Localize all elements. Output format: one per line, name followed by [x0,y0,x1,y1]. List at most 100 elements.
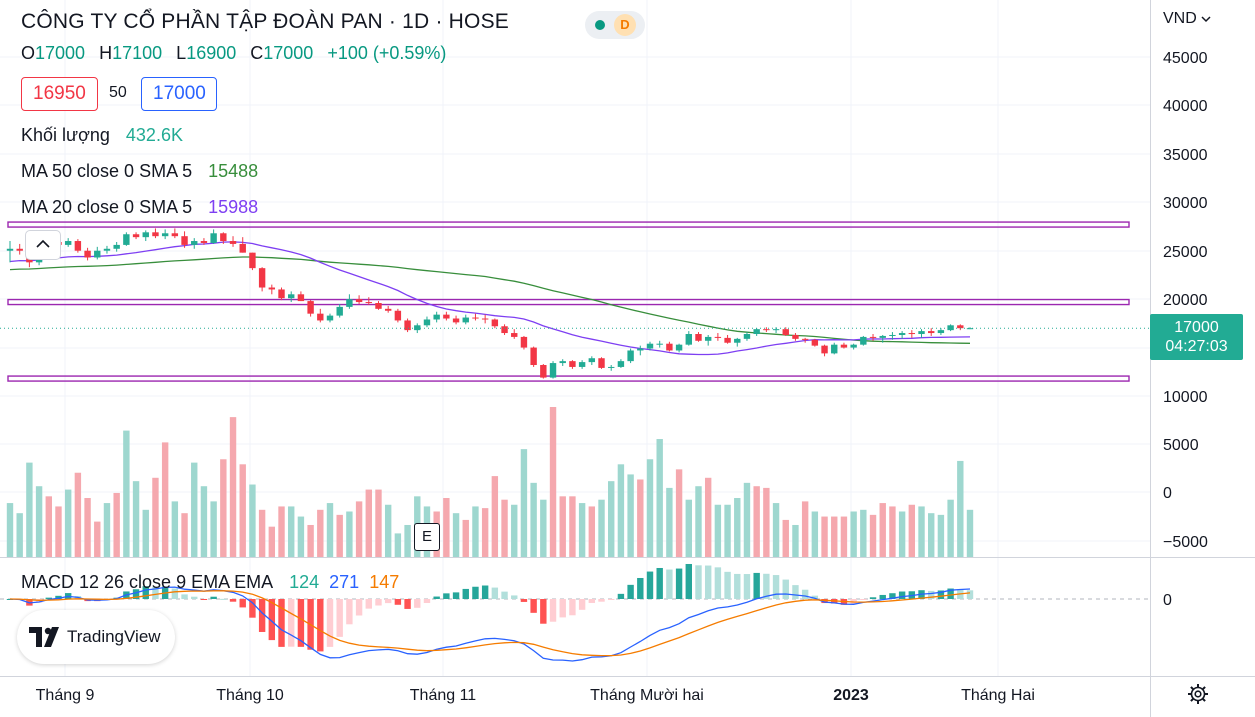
volume-bar [462,519,469,557]
earnings-marker[interactable]: E [414,523,440,551]
volume-bar [908,504,916,557]
chart-title[interactable]: CÔNG TY CỔ PHẦN TẬP ĐOÀN PAN · 1D · HOSE [21,10,509,33]
ma50-legend[interactable]: MA 50 close 0 SMA 5 15488 [21,161,258,182]
volume-bar [831,516,838,557]
macd-line [9,586,971,662]
chevron-up-icon [36,239,50,248]
macd-histogram-bar [685,563,692,599]
candle-body [850,344,857,348]
macd-histogram-bar [569,599,576,616]
macd-histogram-bar [559,599,566,618]
candle-body [918,331,925,335]
candle-body [889,334,896,336]
macd-histogram-bar [384,599,392,604]
macd-histogram-bar [511,595,518,599]
volume-bar [26,462,33,557]
macd-histogram-bar [637,577,644,599]
currency-selector[interactable]: VND [1163,10,1211,28]
macd-histogram-bar [695,565,702,599]
macd-histogram-bar [947,588,954,599]
volume-bar [569,496,576,557]
candle-body [297,294,305,302]
macd-histogram-bar [928,590,935,599]
candle-body [384,308,392,311]
time-axis-label: Tháng 10 [216,687,284,704]
volume-bar [666,487,673,557]
candle-body [258,268,266,288]
macd-histogram-bar [297,599,305,647]
macd-legend[interactable]: MACD 12 26 close 9 EMA EMA 124 271 147 [21,572,399,593]
macd-histogram-bar [704,565,712,599]
macd-histogram-bar [346,599,353,625]
candle-body [326,315,334,321]
price-axis-label: 35000 [1163,147,1208,164]
volume-bar [346,511,353,557]
macd-histogram-bar [433,596,440,599]
chevron-down-icon [1201,16,1211,23]
market-status-badge[interactable]: D [585,11,645,39]
macd-histogram-bar [898,591,906,599]
price-axis-label: 40000 [1163,98,1208,115]
volume-bar [675,469,683,557]
candle-body [278,289,285,299]
volume-bar [35,486,43,557]
candle-body [685,334,692,345]
volume-bar [549,407,557,557]
collapse-legend-button[interactable] [25,230,61,260]
close-value: 17000 [263,43,314,63]
volume-bar [239,464,246,557]
candle-body [947,325,954,331]
volume-bar [850,511,857,557]
macd-histogram-bar [268,599,276,641]
horizontal-level-line [7,375,1130,382]
volume-bar [229,417,237,557]
candle-body [811,339,819,346]
macd-signal-line [9,590,971,657]
tradingview-logo[interactable]: TradingView [17,610,175,664]
macd-histogram-bar [375,599,382,606]
volume-bar [743,482,751,557]
candle-body [511,333,518,337]
settings-gear-button[interactable] [1187,683,1209,711]
volume-bar [123,430,130,557]
volume-bar [268,526,276,557]
horizontal-level-line [7,221,1130,228]
macd-histogram-bar [462,588,469,599]
candle-body [840,344,848,348]
volume-bar [258,509,266,557]
candle-body [656,343,663,345]
volume-bar [191,462,198,557]
candle-body [191,241,198,245]
volume-bar [375,489,382,557]
candle-body [239,243,246,253]
volume-bar [753,486,760,557]
macd-histogram-bar [472,586,479,599]
volume-bar [588,506,596,557]
volume-bar [501,499,508,557]
macd-histogram-bar [811,595,819,599]
candle-body [569,361,576,367]
volume-bar [171,501,179,557]
macd-line-value: 271 [329,572,360,592]
volume-bar [249,484,256,557]
volume-legend[interactable]: Khối lượng 432.6K [21,125,183,146]
buy-price-button[interactable]: 17000 [141,77,217,111]
volume-bar [598,499,605,557]
sell-price-button[interactable]: 16950 [21,77,98,111]
macd-histogram-bar [598,599,605,602]
candle-body [249,252,256,269]
ma20-legend[interactable]: MA 20 close 0 SMA 5 15988 [21,197,258,218]
spread-value: 50 [109,84,127,101]
candle-body [433,314,440,320]
macd-histogram-bar [220,598,227,600]
candle-body [966,328,974,330]
volume-bar [937,514,945,557]
candle-body [831,344,838,354]
candle-body [414,325,421,331]
macd-histogram-bar [365,599,372,609]
candle-body [734,338,741,343]
last-price-tag: 17000 04:27:03 [1150,314,1243,360]
macd-histogram-bar [675,568,683,599]
candle-body [549,363,557,378]
volume-bar [132,481,140,557]
